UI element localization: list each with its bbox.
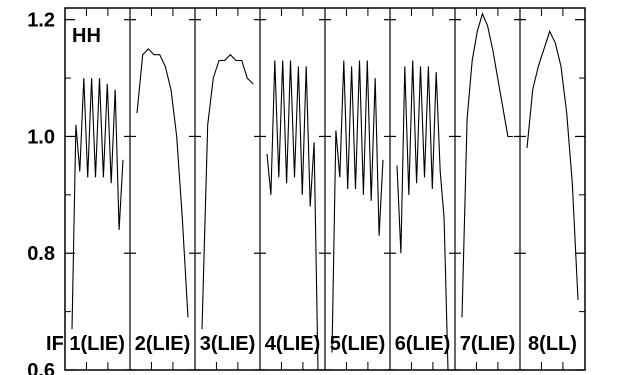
panel-label: 3(LIE)	[200, 333, 256, 355]
panel-label: 7(LIE)	[460, 333, 516, 355]
series-line-panel-3	[201, 53, 254, 330]
y-tick-label: 0.8	[27, 243, 55, 265]
plot-frame	[64, 7, 586, 371]
y-tick-label: 1.2	[27, 10, 55, 32]
series-line-panel-1	[71, 78, 124, 330]
y-tick-label: 0.6	[27, 360, 55, 375]
series-line-panel-2	[136, 48, 189, 318]
panel-label: 8(LL)	[528, 333, 577, 355]
panel-label: 6(LIE)	[395, 333, 451, 355]
series-line-panel-7	[461, 12, 513, 318]
corner-label: HH	[72, 25, 101, 47]
series-line-panel-6	[396, 60, 449, 371]
series-line-panel-5	[331, 60, 384, 353]
panel-label: 4(LIE)	[265, 333, 321, 355]
panel-label: 2(LIE)	[135, 333, 191, 355]
y-tick-labels: 0.6 0.8 1.0 1.2	[27, 10, 55, 375]
series-layer	[71, 12, 579, 371]
grid-layer	[65, 8, 585, 371]
series-line-panel-8	[526, 29, 579, 300]
panel-label: IF 1(LIE)	[46, 333, 125, 355]
y-tick-label: 1.0	[27, 126, 55, 148]
panel-labels: IF 1(LIE) 2(LIE) 3(LIE) 4(LIE) 5(LIE) 6(LIE) 7…	[46, 333, 577, 355]
panel-label: 5(LIE)	[330, 333, 386, 355]
series-line-panel-4	[266, 60, 319, 371]
